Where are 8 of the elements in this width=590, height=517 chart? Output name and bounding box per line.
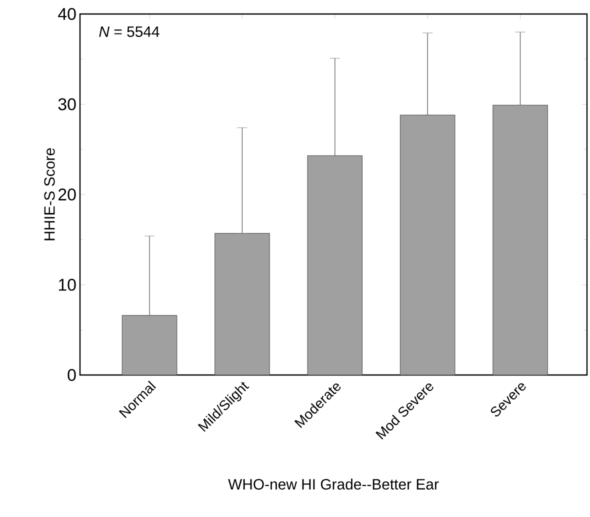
y-axis-title: HHIE-S Score	[44, 148, 55, 240]
y-tick-label: 10	[58, 278, 76, 291]
x-axis-title: WHO-new HI Grade--Better Ear	[228, 478, 439, 490]
y-tick-label: 0	[68, 369, 76, 381]
annotation: N = 5544	[99, 26, 160, 37]
y-tick-label: 40	[58, 8, 76, 20]
y-tick-label: 30	[58, 98, 76, 110]
y-tick-label: 20	[58, 188, 76, 200]
